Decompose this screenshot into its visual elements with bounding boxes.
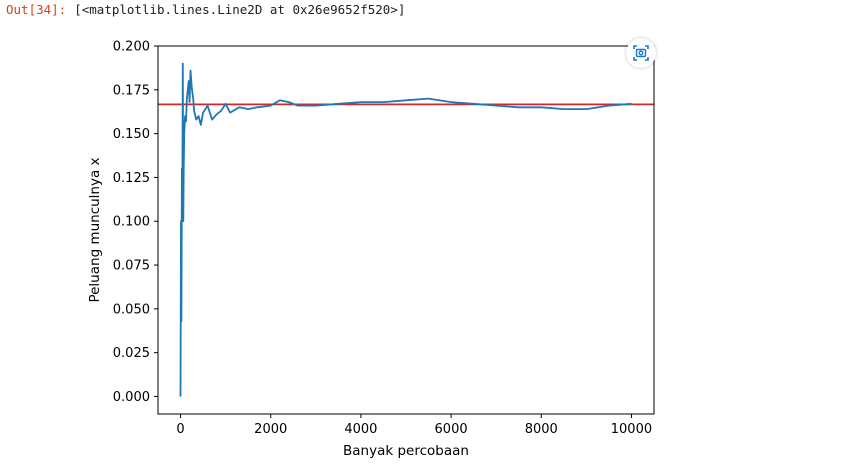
- output-row: Out[34]: [<matplotlib.lines.Line2D at 0x…: [6, 2, 405, 18]
- y-tick-label: 0.150: [113, 127, 150, 142]
- x-tick-label: 6000: [435, 422, 468, 437]
- y-tick-label: 0.125: [113, 171, 150, 186]
- y-axis-ticks: 0.000 0.025 0.050 0.075 0.100 0.125 0.150 0.175…: [113, 40, 158, 405]
- y-tick-label: 0.100: [113, 215, 150, 230]
- x-tick-label: 0: [176, 422, 184, 437]
- series-line: [179, 62, 632, 397]
- camera-icon: [633, 45, 649, 61]
- y-tick-label: 0.075: [113, 259, 150, 274]
- cell-output-prompt: Out[34]:: [6, 2, 67, 17]
- y-tick-label: 0.000: [113, 390, 150, 405]
- y-axis-label: Peluang munculnya x: [87, 157, 103, 302]
- cell-output-text: [<matplotlib.lines.Line2D at 0x26e9652f5…: [74, 2, 406, 17]
- x-tick-label: 8000: [525, 422, 558, 437]
- y-tick-label: 0.175: [113, 83, 150, 98]
- x-tick-label: 4000: [344, 422, 377, 437]
- x-tick-label: 2000: [254, 422, 287, 437]
- screenshot-button[interactable]: [626, 38, 656, 68]
- x-axis-ticks: 0 2000 4000 6000 8000 10000: [176, 414, 652, 437]
- x-axis-label: Banyak percobaan: [343, 443, 469, 459]
- x-tick-label: 10000: [611, 422, 652, 437]
- y-tick-label: 0.200: [113, 40, 150, 55]
- plot-frame: [157, 45, 655, 415]
- y-tick-label: 0.050: [113, 302, 150, 317]
- y-tick-label: 0.025: [113, 346, 150, 361]
